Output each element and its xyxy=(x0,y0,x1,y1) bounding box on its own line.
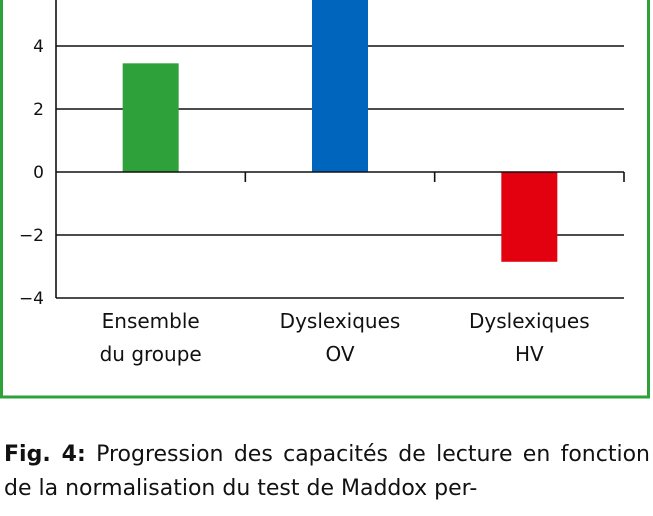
bar xyxy=(501,172,558,262)
category-label: Dyslexiques xyxy=(469,309,590,333)
y-tick-label: 0 xyxy=(33,163,44,183)
category-label: du groupe xyxy=(100,342,202,366)
figure-caption: Fig. 4: Progression des capacités de lec… xyxy=(4,438,650,506)
y-tick-label: 4 xyxy=(33,37,44,57)
category-label: Dyslexiques xyxy=(280,309,401,333)
bar xyxy=(122,63,179,172)
y-tick-label: −2 xyxy=(19,226,44,246)
y-tick-label: 2 xyxy=(33,100,44,120)
chart-border xyxy=(0,0,650,399)
bar xyxy=(312,0,368,172)
caption-text: Progression des capacités de lecture en … xyxy=(4,442,650,501)
category-label: HV xyxy=(515,342,544,366)
bar-chart: 4 2 0 −2 −4 Ensemble du groupe Dyslexiques OV Dys… xyxy=(0,0,650,399)
caption-label: Fig. 4: xyxy=(4,442,86,467)
y-tick-label: −4 xyxy=(19,289,44,309)
chart-frame: 4 2 0 −2 −4 Ensemble du groupe Dyslexiques OV Dys… xyxy=(0,0,650,399)
category-label: OV xyxy=(325,342,354,366)
category-label: Ensemble xyxy=(102,309,200,333)
